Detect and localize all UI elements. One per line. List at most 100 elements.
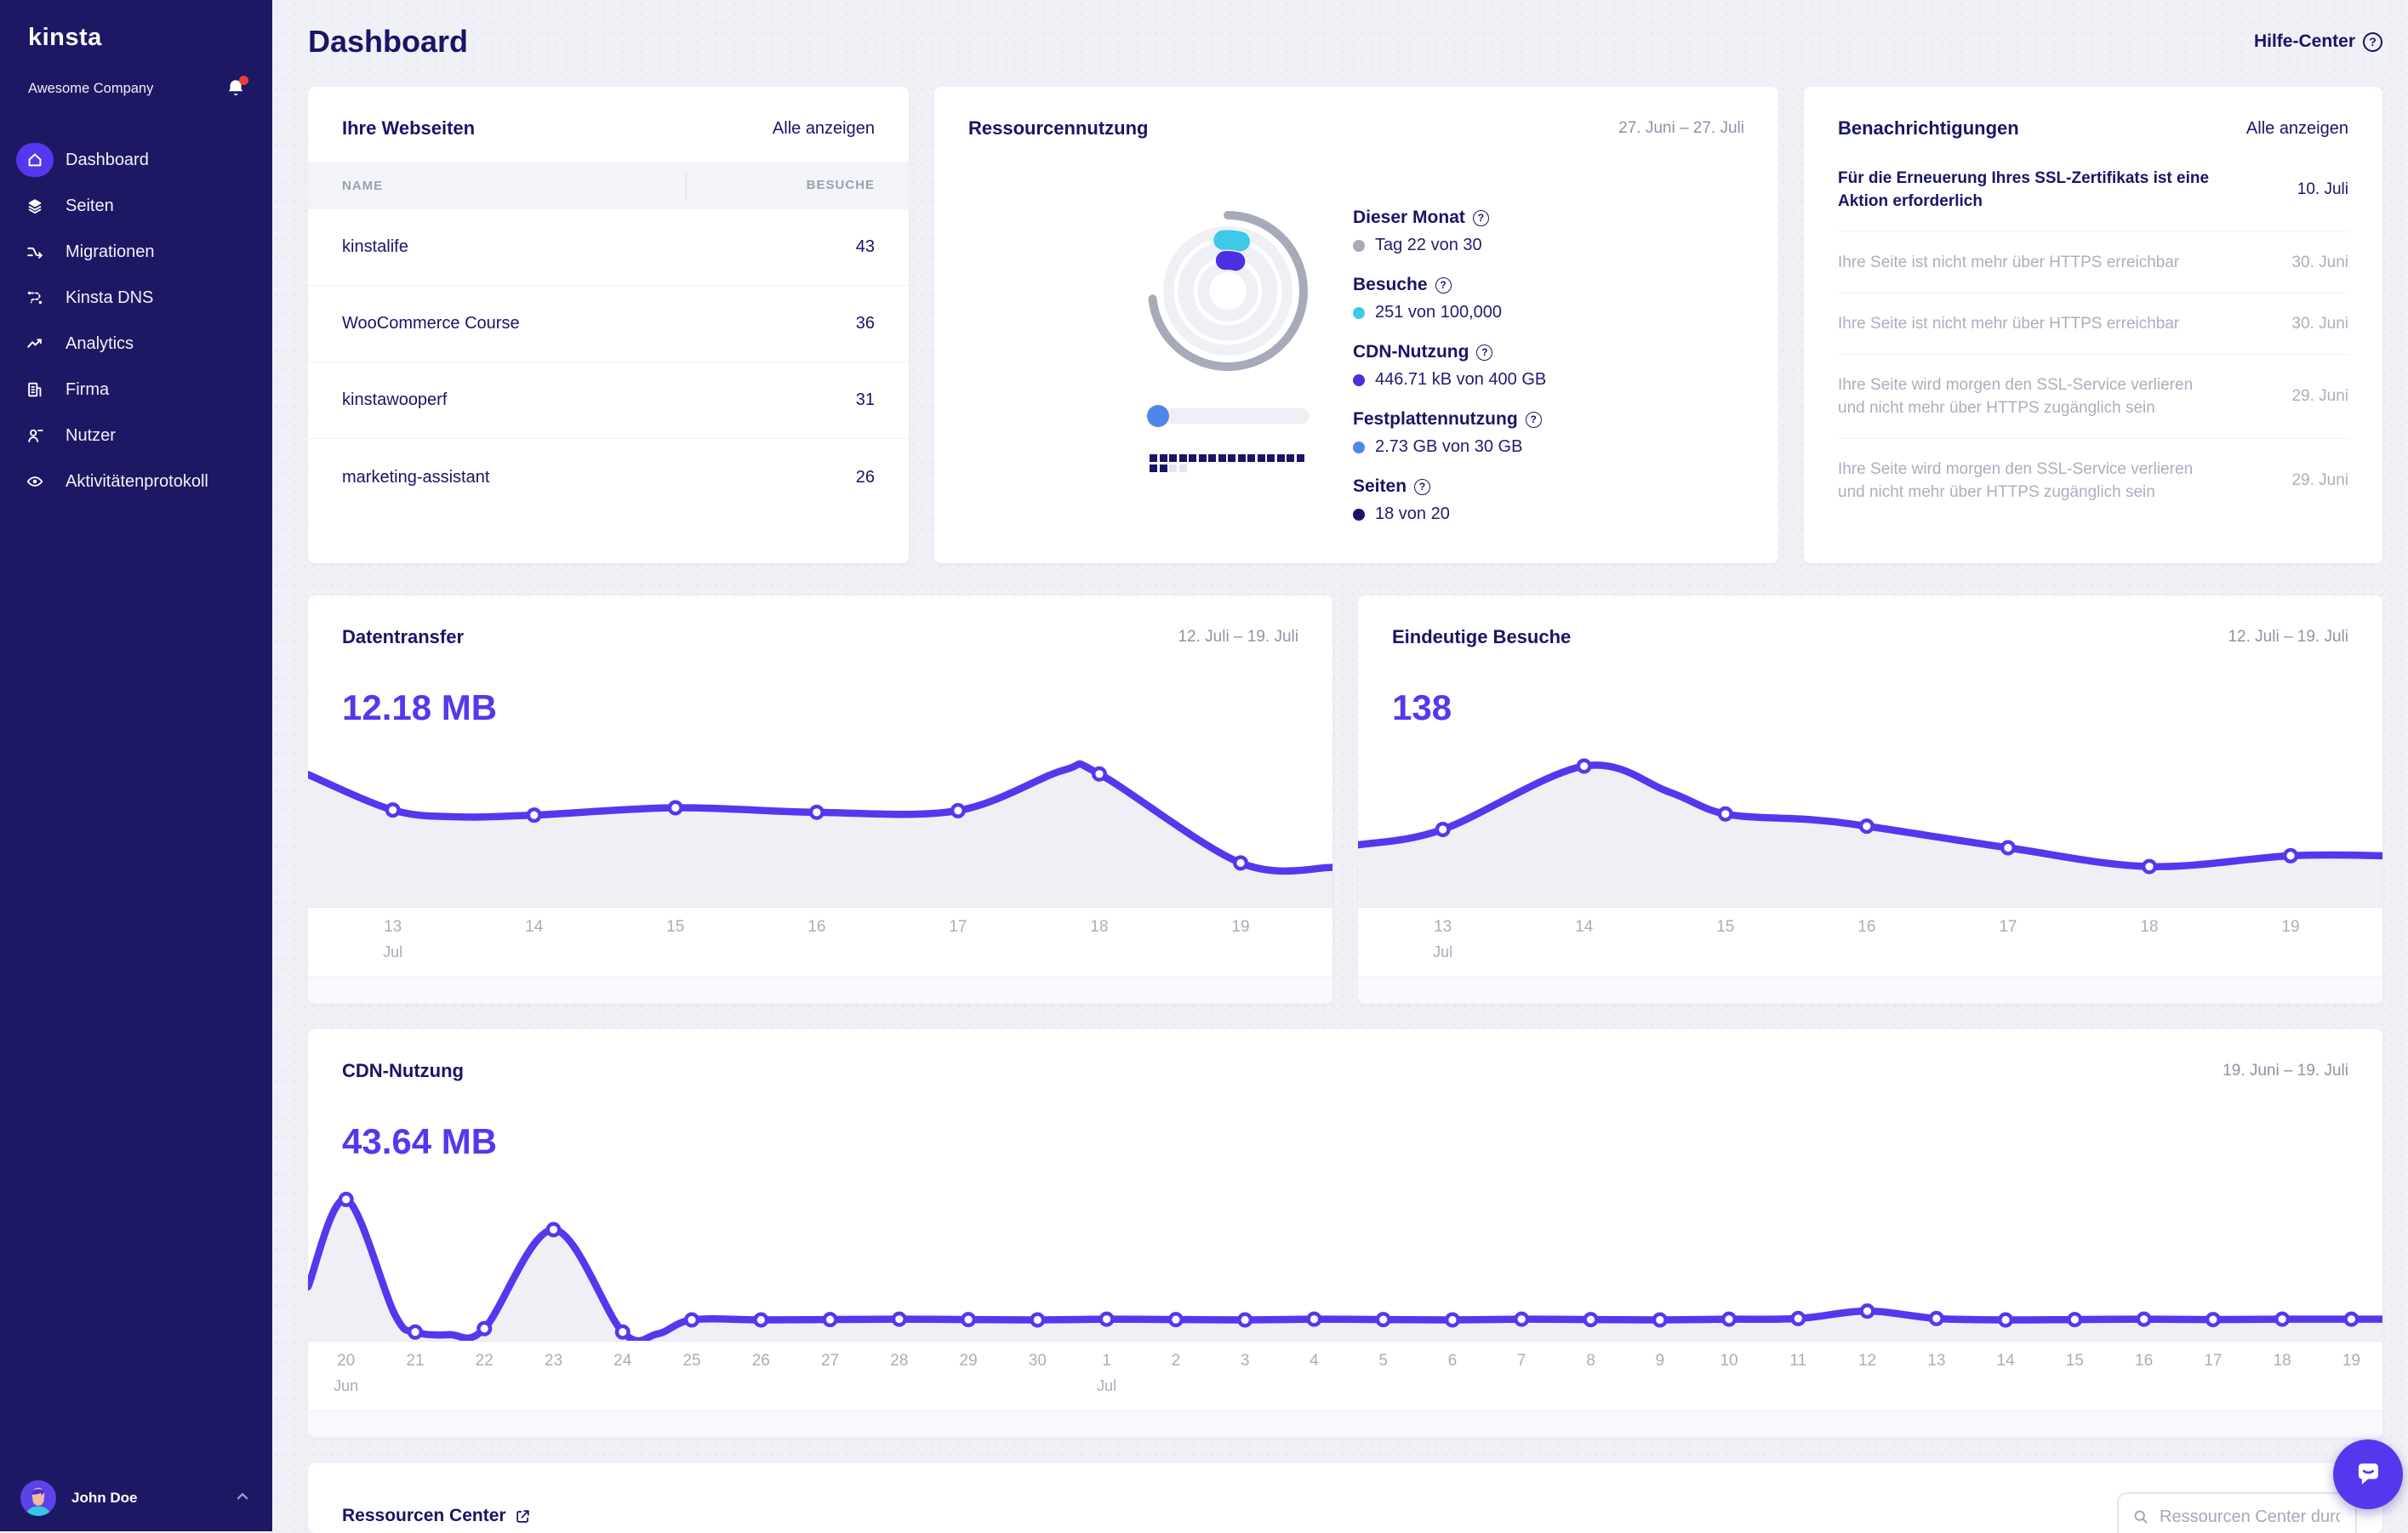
line-chart — [1358, 740, 2382, 907]
x-tick-label: 26 — [751, 1352, 770, 1370]
x-tick-month-label: Jun — [334, 1377, 359, 1394]
x-tick-month-label: Jul — [1097, 1377, 1117, 1394]
legend-value: 446.71 kB von 400 GB — [1375, 370, 1547, 389]
data-point — [1717, 806, 1733, 822]
sidebar-item-dashboard[interactable]: Dashboard — [0, 137, 272, 183]
chevron-up-icon — [233, 1487, 252, 1510]
table-row[interactable]: marketing-assistant 26 — [308, 439, 909, 516]
x-tick-label: 5 — [1378, 1352, 1388, 1370]
chart-footer-strip — [308, 1410, 2382, 1438]
sidebar-item-firma[interactable]: Firma — [0, 367, 272, 413]
sidebar-item-kinsta-dns[interactable]: Kinsta DNS — [0, 275, 272, 321]
sidebar-item-label: Dashboard — [66, 150, 149, 169]
x-tick-label: 25 — [682, 1352, 701, 1370]
table-row[interactable]: WooCommerce Course 36 — [308, 286, 909, 362]
page-free-square — [1178, 464, 1187, 472]
page-title: Dashboard — [308, 24, 469, 59]
x-tick-label: 19 — [2342, 1352, 2360, 1370]
x-tick-label: 22 — [475, 1352, 494, 1370]
site-visits: 26 — [855, 467, 875, 487]
resource-usage-legend: Dieser Monat Tag 22 von 30 Besuche 251 v… — [1353, 208, 1546, 524]
page-used-square — [1150, 464, 1157, 472]
chart-date-range: 12. Juli – 19. Juli — [1178, 628, 1298, 646]
legend-dot — [1353, 373, 1365, 386]
legend-value: Tag 22 von 30 — [1375, 236, 1482, 254]
chat-launcher-button[interactable] — [2333, 1439, 2403, 1509]
x-tick-label: 3 — [1240, 1352, 1250, 1370]
notification-row[interactable]: Für die Erneuerung Ihres SSL-Zertifikats… — [1838, 148, 2348, 231]
x-tick-label: 6 — [1447, 1352, 1458, 1370]
sidebar-item-label: Firma — [66, 379, 110, 399]
help-circle-icon[interactable] — [1414, 478, 1431, 495]
help-circle-icon[interactable] — [1476, 344, 1493, 361]
sidebar-item-nutzer[interactable]: Nutzer — [0, 413, 272, 459]
help-circle-icon[interactable] — [1435, 276, 1452, 293]
notification-row[interactable]: Ihre Seite ist nicht mehr über HTTPS err… — [1838, 293, 2348, 354]
help-center-label: Hilfe-Center — [2253, 31, 2355, 51]
data-point — [1652, 1312, 1668, 1328]
notifications-view-all-link[interactable]: Alle anzeigen — [2245, 118, 2348, 138]
websites-view-all-link[interactable]: Alle anzeigen — [772, 118, 875, 138]
x-tick-label: 29 — [959, 1352, 978, 1370]
data-point — [2141, 858, 2157, 875]
x-tick-label: 16 — [807, 918, 826, 936]
x-tick-month-label: Jul — [1433, 943, 1453, 960]
data-point — [476, 1320, 493, 1336]
chart-date-range: 19. Juni – 19. Juli — [2223, 1062, 2348, 1080]
search-icon — [2134, 1510, 2148, 1524]
datentransfer-chart-card: Datentransfer 12. Juli – 19. Juli 12.18 … — [308, 596, 1332, 1004]
sidebar-item-label: Migrationen — [66, 242, 155, 261]
notifications-title: Benachrichtigungen — [1838, 117, 2019, 139]
sidebar-item-migrationen[interactable]: Migrationen — [0, 229, 272, 275]
sidebar-item-aktivitaetenprotokoll[interactable]: Aktivitätenprotokoll — [0, 459, 272, 504]
websites-table-header: NAME BESUCHE — [308, 162, 909, 209]
page-used-square — [1159, 454, 1167, 462]
notification-text: Für die Erneuerung Ihres SSL-Zertifikats… — [1838, 169, 2210, 210]
x-tick-label: 23 — [544, 1352, 563, 1370]
resource-usage-donut-chart — [1148, 211, 1308, 371]
migration-icon — [16, 235, 54, 269]
data-point — [526, 807, 542, 823]
notification-row[interactable]: Ihre Seite ist nicht mehr über HTTPS err… — [1838, 231, 2348, 293]
x-tick-label: 17 — [2204, 1352, 2223, 1370]
notifications-bell-icon[interactable] — [225, 76, 248, 100]
legend-label: Seiten — [1353, 476, 1407, 496]
home-icon — [16, 143, 54, 177]
building-icon — [16, 373, 54, 407]
x-tick-label: 15 — [1716, 918, 1735, 936]
table-row[interactable]: kinstalife 43 — [308, 209, 909, 286]
line-chart — [308, 740, 1332, 907]
data-point — [1091, 766, 1107, 782]
resource-center-title[interactable]: Ressourcen Center — [342, 1506, 531, 1526]
chart-date-range: 12. Juli – 19. Juli — [2228, 628, 2348, 646]
notification-row[interactable]: Ihre Seite wird morgen den SSL-Service v… — [1838, 354, 2348, 438]
sidebar-item-seiten[interactable]: Seiten — [0, 183, 272, 229]
data-point — [1998, 1312, 2014, 1328]
help-circle-icon[interactable] — [1525, 411, 1542, 428]
kinsta-logo: kinsta — [28, 24, 102, 51]
sidebar-item-analytics[interactable]: Analytics — [0, 321, 272, 367]
line-chart — [308, 1174, 2382, 1341]
notification-date: 30. Juni — [2291, 253, 2348, 271]
search-input[interactable] — [2158, 1506, 2342, 1528]
data-point — [2000, 840, 2016, 856]
data-point — [1030, 1312, 1046, 1328]
data-point — [1444, 1312, 1460, 1328]
disk-usage-bar — [1147, 405, 1310, 427]
legend-value: 2.73 GB von 30 GB — [1375, 437, 1523, 456]
help-center-link[interactable]: Hilfe-Center — [2254, 31, 2382, 52]
data-point — [1435, 821, 1451, 837]
notification-row[interactable]: Ihre Seite wird morgen den SSL-Service v… — [1838, 438, 2348, 522]
x-tick-label: 19 — [2281, 918, 2300, 936]
data-point — [2205, 1312, 2221, 1328]
websites-card: Ihre Webseiten Alle anzeigen NAME BESUCH… — [308, 87, 909, 563]
data-point — [2343, 1311, 2359, 1327]
user-menu[interactable]: John Doe — [0, 1480, 272, 1516]
page-used-square — [1178, 454, 1187, 462]
table-row[interactable]: kinstawooperf 31 — [308, 362, 909, 439]
x-tick-label: 4 — [1310, 1352, 1319, 1370]
help-circle-icon[interactable] — [1472, 209, 1489, 226]
legend-value: 18 von 20 — [1375, 504, 1450, 523]
data-point — [1375, 1312, 1391, 1328]
x-tick-label: 21 — [406, 1352, 425, 1370]
